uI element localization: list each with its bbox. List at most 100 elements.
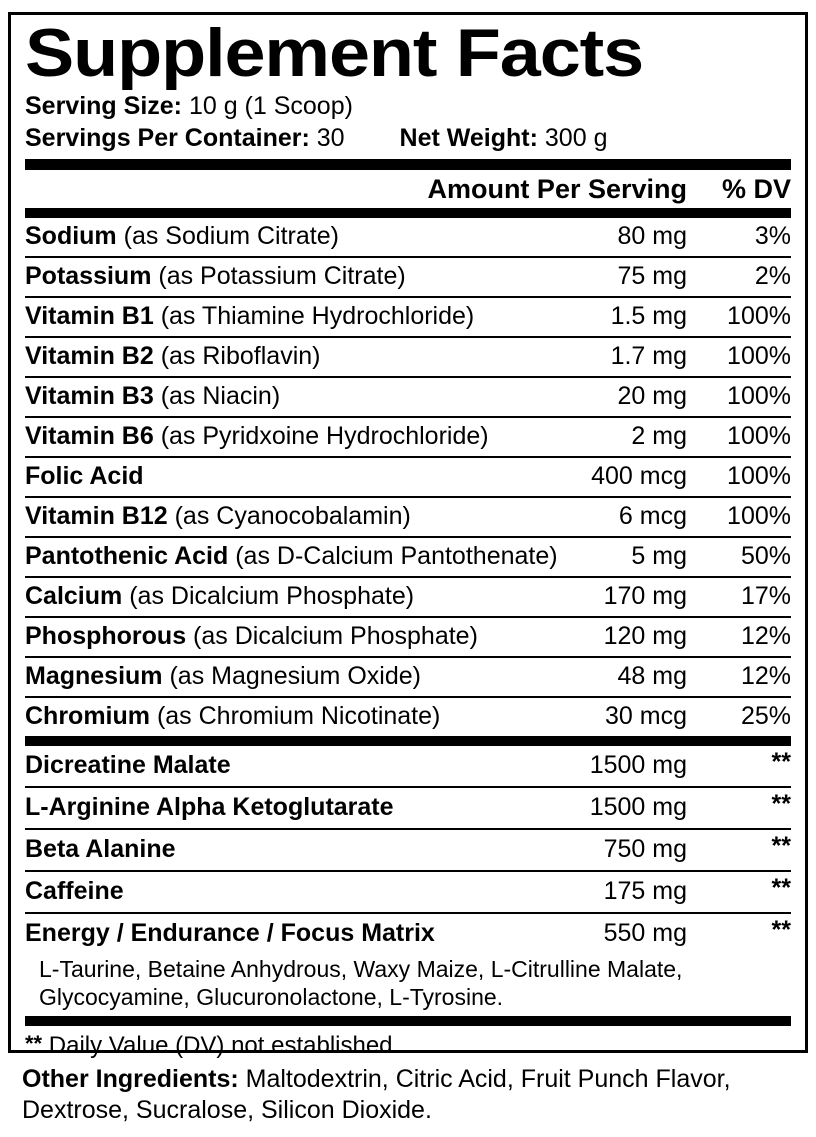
nutrient-name: Vitamin B1 (as Thiamine Hydrochloride) xyxy=(25,302,599,331)
nutrient-name: Phosphorous (as Dicalcium Phosphate) xyxy=(25,622,592,651)
table-row: Energy / Endurance / Focus Matrix 550 mg *… xyxy=(25,912,791,954)
nutrient-daily-value: 100% xyxy=(727,502,791,531)
net-weight-label: Net Weight: xyxy=(399,124,538,153)
nutrient-source: (as Dicalcium Phosphate) xyxy=(122,582,415,611)
divider-thick-under-headers xyxy=(25,208,791,219)
nutrient-amount: 48 mg xyxy=(617,662,687,691)
nutrient-daily-value: 100% xyxy=(727,302,791,331)
blend-ingredient-amount: 1500 mg xyxy=(589,793,687,822)
table-row: Phosphorous (as Dicalcium Phosphate) 120 … xyxy=(25,616,791,656)
servings-per-container-label: Servings Per Container: xyxy=(25,124,310,153)
table-row: Beta Alanine 750 mg ** xyxy=(25,828,791,870)
column-header-amount: Amount Per Serving xyxy=(427,174,687,205)
table-row: Vitamin B1 (as Thiamine Hydrochloride) 1.… xyxy=(25,296,791,336)
blend-ingredient-amount: 550 mg xyxy=(603,919,687,948)
footnote: ** Daily Value (DV) not established. xyxy=(25,1026,791,1064)
blend-rows: Dicreatine Malate 1500 mg ** L-Arginine Alp… xyxy=(25,746,791,1016)
nutrient-source: (as Potassium Citrate) xyxy=(151,262,406,291)
blend-ingredient-daily-value: ** xyxy=(771,748,791,777)
nutrient-daily-value: 3% xyxy=(754,222,791,251)
nutrient-name-primary: Magnesium xyxy=(25,662,163,691)
nutrient-source: (as Sodium Citrate) xyxy=(116,222,339,251)
serving-size-label: Serving Size: xyxy=(25,92,182,121)
table-row: Potassium (as Potassium Citrate) 75 mg 2% xyxy=(25,256,791,296)
nutrient-source: (as Dicalcium Phosphate) xyxy=(186,622,478,651)
nutrient-daily-value: 12% xyxy=(740,622,791,651)
nutrient-name-primary: Calcium xyxy=(25,582,123,611)
table-row: Magnesium (as Magnesium Oxide) 48 mg 12% xyxy=(25,656,791,696)
nutrient-daily-value: 25% xyxy=(740,702,791,731)
nutrient-source: (as D-Calcium Pantothenate) xyxy=(228,542,558,571)
nutrient-daily-value: 100% xyxy=(727,382,791,411)
blend-ingredient-daily-value: ** xyxy=(771,832,791,861)
nutrient-name: Folic Acid xyxy=(25,462,579,491)
blend-ingredient-name: Energy / Endurance / Focus Matrix xyxy=(25,919,435,948)
table-row: Folic Acid 400 mcg 100% xyxy=(25,456,791,496)
blend-ingredient-name: Dicreatine Malate xyxy=(25,751,231,780)
nutrient-amount: 400 mcg xyxy=(591,462,687,491)
nutrient-source: (as Magnesium Oxide) xyxy=(162,662,421,691)
servings-per-container-line: Servings Per Container: 30 Net Weight: 3… xyxy=(25,122,791,154)
serving-size-value: 10 g (1 Scoop) xyxy=(188,92,353,121)
nutrient-source: (as Riboflavin) xyxy=(153,342,321,371)
divider-thick-before-footnote xyxy=(25,1016,791,1027)
nutrient-daily-value: 2% xyxy=(754,262,791,291)
nutrient-amount: 6 mcg xyxy=(618,502,687,531)
nutrient-amount: 2 mg xyxy=(631,422,687,451)
blend-ingredient-daily-value: ** xyxy=(771,916,791,945)
nutrient-amount: 30 mcg xyxy=(605,702,687,731)
blend-ingredient-daily-value: ** xyxy=(771,874,791,903)
blend-ingredient-amount: 175 mg xyxy=(603,877,687,906)
nutrient-name-primary: Chromium xyxy=(25,702,150,731)
table-row: Calcium (as Dicalcium Phosphate) 170 mg 17… xyxy=(25,576,791,616)
nutrient-source: (as Cyanocobalamin) xyxy=(167,502,411,531)
nutrient-name: Vitamin B3 (as Niacin) xyxy=(25,382,606,411)
nutrient-amount: 1.7 mg xyxy=(610,342,687,371)
nutrient-name: Potassium (as Potassium Citrate) xyxy=(25,262,606,291)
net-weight-group: Net Weight: 300 g xyxy=(400,122,608,154)
footnote-text: Daily Value (DV) not established. xyxy=(48,1032,400,1060)
nutrient-amount: 20 mg xyxy=(617,382,687,411)
table-row: Vitamin B2 (as Riboflavin) 1.7 mg 100% xyxy=(25,336,791,376)
matrix-sub-ingredients: L-Taurine, Betaine Anhydrous, Waxy Maize… xyxy=(39,956,683,1011)
table-row: Vitamin B3 (as Niacin) 20 mg 100% xyxy=(25,376,791,416)
column-header-dv: % DV xyxy=(721,174,791,205)
table-row: Vitamin B12 (as Cyanocobalamin) 6 mcg 100% xyxy=(25,496,791,536)
nutrient-daily-value: 100% xyxy=(727,462,791,491)
nutrient-amount: 5 mg xyxy=(631,542,687,571)
nutrient-daily-value: 100% xyxy=(727,342,791,371)
nutrient-name: Vitamin B6 (as Pyridxoine Hydrochloride) xyxy=(25,422,619,451)
serving-info: Serving Size: 10 g (1 Scoop) Servings Pe… xyxy=(25,90,791,154)
nutrient-amount: 80 mg xyxy=(617,222,687,251)
nutrient-name-primary: Vitamin B1 xyxy=(25,302,154,331)
blend-ingredient-daily-value: ** xyxy=(771,790,791,819)
nutrient-name-primary: Potassium xyxy=(25,262,152,291)
table-row: L-Arginine Alpha Ketoglutarate 1500 mg ** xyxy=(25,786,791,828)
nutrient-source: (as Pyridxoine Hydrochloride) xyxy=(153,422,489,451)
blend-ingredient-name: Beta Alanine xyxy=(25,835,176,864)
table-row: Sodium (as Sodium Citrate) 80 mg 3% xyxy=(25,218,791,256)
nutrient-name: Pantothenic Acid (as D-Calcium Pantothen… xyxy=(25,542,619,571)
other-ingredients-label: Other Ingredients: xyxy=(22,1065,239,1093)
table-row: Dicreatine Malate 1500 mg ** xyxy=(25,746,791,786)
table-row: Caffeine 175 mg ** xyxy=(25,870,791,912)
nutrient-source: (as Niacin) xyxy=(153,382,281,411)
nutrient-daily-value: 50% xyxy=(740,542,791,571)
nutrient-daily-value: 100% xyxy=(727,422,791,451)
nutrient-name: Magnesium (as Magnesium Oxide) xyxy=(25,662,606,691)
nutrient-name-primary: Vitamin B6 xyxy=(25,422,154,451)
nutrient-amount: 170 mg xyxy=(603,582,687,611)
nutrient-amount: 75 mg xyxy=(617,262,687,291)
blend-ingredient-amount: 1500 mg xyxy=(589,751,687,780)
nutrient-daily-value: 17% xyxy=(740,582,791,611)
nutrient-name: Sodium (as Sodium Citrate) xyxy=(25,222,606,251)
nutrient-name: Vitamin B12 (as Cyanocobalamin) xyxy=(25,502,607,531)
nutrient-name-primary: Folic Acid xyxy=(25,462,144,491)
nutrient-name-primary: Vitamin B2 xyxy=(25,342,154,371)
column-headers: Amount Per Serving % DV xyxy=(25,170,791,208)
nutrient-amount: 1.5 mg xyxy=(610,302,687,331)
nutrient-name-primary: Pantothenic Acid xyxy=(25,542,229,571)
nutrient-name: Calcium (as Dicalcium Phosphate) xyxy=(25,582,592,611)
nutrient-source: (as Chromium Nicotinate) xyxy=(150,702,441,731)
